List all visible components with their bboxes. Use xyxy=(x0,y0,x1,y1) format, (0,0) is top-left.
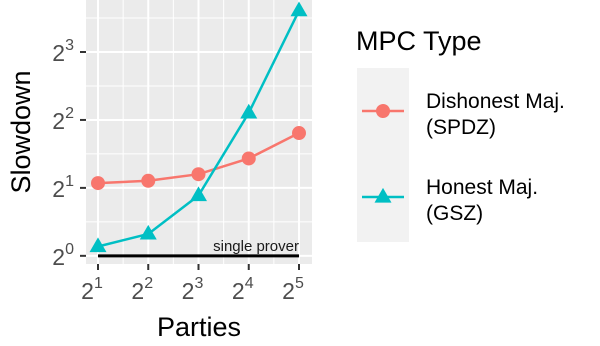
reference-layer: single prover xyxy=(98,238,299,258)
data-point xyxy=(141,173,156,188)
y-tick-label: 21 xyxy=(52,173,74,202)
x-tick-label: 23 xyxy=(182,275,204,304)
x-axis-title: Parties xyxy=(157,312,241,342)
x-tick-label: 21 xyxy=(81,275,103,304)
data-point xyxy=(190,186,207,202)
y-tick-label: 22 xyxy=(52,105,74,134)
data-point xyxy=(241,151,256,166)
x-tick-label: 22 xyxy=(131,275,153,304)
single-prover-label: single prover xyxy=(213,238,299,255)
legend-title: MPC Type xyxy=(356,26,482,56)
y-tick-label: 20 xyxy=(52,241,74,270)
triangle-marker-icon xyxy=(374,187,392,203)
data-point xyxy=(240,103,258,119)
x-tick-label: 24 xyxy=(232,275,254,304)
data-point xyxy=(290,1,308,17)
data-point xyxy=(91,176,105,191)
circle-marker-icon xyxy=(376,104,390,118)
data-series xyxy=(89,1,308,253)
y-axis-title: Slowdown xyxy=(6,70,36,193)
legend-label-line1: Honest Maj. xyxy=(426,176,538,199)
data-point xyxy=(292,126,306,141)
legend-item: Dishonest Maj. (SPDZ) xyxy=(362,90,565,139)
legend-label-line2: (SPDZ) xyxy=(426,116,496,139)
data-point xyxy=(191,167,206,182)
x-tick-label: 25 xyxy=(282,275,304,304)
legend-label-line2: (GSZ) xyxy=(426,202,483,225)
series-honest-majority xyxy=(89,1,308,253)
legend-item: Honest Maj. (GSZ) xyxy=(362,176,538,225)
legend-label-line1: Dishonest Maj. xyxy=(426,90,565,113)
series-dishonest-majority xyxy=(91,126,306,191)
y-tick-label: 23 xyxy=(52,37,74,66)
data-point xyxy=(139,224,157,240)
legend-key-background xyxy=(357,68,409,242)
legend: MPC Type Dishonest Maj. (SPDZ) Honest Maj.… xyxy=(356,26,565,242)
data-point xyxy=(89,237,107,253)
